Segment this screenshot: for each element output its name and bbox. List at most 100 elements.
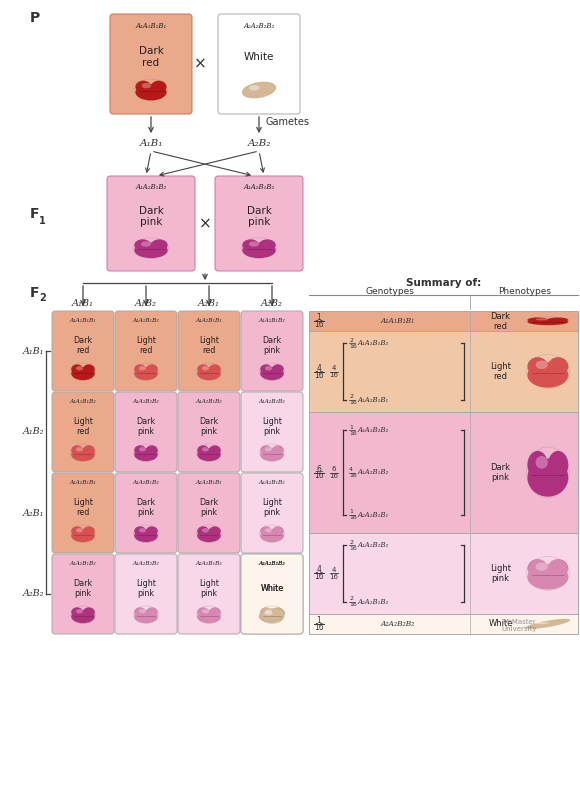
Text: A₁A₁B₁B₂: A₁A₁B₁B₂ [133,318,160,323]
Text: 2: 2 [39,293,46,303]
Text: Dark
pink: Dark pink [139,206,164,227]
Text: Gametes: Gametes [265,117,309,127]
Bar [309,331,578,412]
Text: A₁A₂B₁B₂: A₁A₂B₁B₂ [195,399,222,404]
Ellipse shape [197,610,221,623]
Text: Light
pink: Light pink [262,498,282,517]
Text: A₂B₁: A₂B₁ [198,299,220,309]
Text: Light
red: Light red [73,417,93,436]
Ellipse shape [134,607,146,617]
Ellipse shape [83,526,95,536]
FancyBboxPatch shape [52,473,114,553]
Text: Dark
red: Dark red [74,336,93,355]
Text: 4: 4 [332,365,336,371]
Text: A₁B₁: A₁B₁ [72,299,94,309]
Ellipse shape [134,367,158,380]
Ellipse shape [71,367,95,380]
Ellipse shape [209,446,221,455]
Ellipse shape [265,609,272,614]
Ellipse shape [264,611,273,615]
Text: P: P [30,11,40,25]
Ellipse shape [202,528,209,533]
Text: Dark
pink: Dark pink [200,417,219,436]
Ellipse shape [141,242,151,246]
Ellipse shape [260,367,284,380]
Ellipse shape [139,447,146,451]
Ellipse shape [71,607,83,617]
Text: F: F [30,286,39,300]
Ellipse shape [197,448,221,461]
FancyBboxPatch shape [241,392,303,472]
Text: A₁B₁: A₁B₁ [23,346,44,355]
Text: McMaster
University: McMaster University [501,619,536,633]
Text: A₁A₂B₂B₂: A₁A₂B₂B₂ [358,541,389,549]
FancyBboxPatch shape [52,311,114,391]
Text: Light
pink: Light pink [262,417,282,436]
Ellipse shape [83,446,95,455]
Text: 2: 2 [349,540,353,545]
Text: 2: 2 [349,394,353,399]
Ellipse shape [260,529,284,542]
Text: 16: 16 [314,320,324,329]
Ellipse shape [548,318,568,322]
Text: 16: 16 [349,430,357,436]
Text: A₁A₂B₁B₁: A₁A₂B₁B₁ [70,480,96,485]
Text: A₁A₂B₁B₂: A₁A₂B₁B₂ [135,183,166,191]
Text: A₁A₁B₁B₂: A₁A₁B₁B₂ [358,339,389,347]
Text: 4: 4 [349,467,353,472]
FancyBboxPatch shape [115,473,177,553]
Text: Light
pink: Light pink [490,564,511,583]
Text: Genotypes: Genotypes [365,286,414,295]
Text: Phenotypes: Phenotypes [498,286,550,295]
Text: F: F [30,207,39,222]
Ellipse shape [76,528,83,533]
Ellipse shape [135,242,168,258]
Ellipse shape [525,619,570,629]
Text: A₁A₂B₁B₁: A₁A₂B₁B₁ [358,396,389,404]
Text: White: White [260,584,284,593]
Ellipse shape [249,85,260,90]
Text: A₂A₂B₂B₂: A₂A₂B₂B₂ [259,561,285,566]
Text: A₁A₂B₁B₂: A₁A₂B₁B₂ [244,183,274,191]
Text: A₁A₁B₁B₂: A₁A₁B₁B₂ [70,399,96,404]
Text: A₁A₂B₂B₂: A₁A₂B₂B₂ [259,399,285,404]
FancyBboxPatch shape [241,554,303,634]
Ellipse shape [260,610,284,623]
Text: 16: 16 [314,471,324,481]
Text: A₂A₂B₁B₁: A₂A₂B₁B₁ [358,511,389,519]
Text: 1: 1 [39,215,46,226]
Text: Light
red: Light red [73,498,93,517]
FancyBboxPatch shape [178,554,240,634]
Bar [309,311,578,331]
Ellipse shape [134,610,158,623]
Text: Dark
pink: Dark pink [136,417,155,436]
Ellipse shape [146,526,158,536]
Bar [309,412,578,533]
FancyBboxPatch shape [241,554,303,634]
Ellipse shape [197,367,221,380]
Ellipse shape [146,607,158,617]
Ellipse shape [142,83,151,88]
Text: 6: 6 [317,465,321,474]
Bar [309,614,578,634]
FancyBboxPatch shape [115,311,177,391]
Ellipse shape [76,366,83,370]
Ellipse shape [260,364,272,374]
Ellipse shape [209,607,221,617]
Text: Light
red: Light red [199,336,219,355]
Ellipse shape [265,447,272,451]
Ellipse shape [527,559,548,578]
Text: A₂B₂: A₂B₂ [261,299,283,309]
Text: Light
red: Light red [136,336,156,355]
Text: 1: 1 [317,616,321,625]
FancyBboxPatch shape [110,14,192,114]
Ellipse shape [548,451,568,479]
Text: 16: 16 [329,473,339,479]
Text: A₁A₁B₁B₁: A₁A₁B₁B₁ [70,318,96,323]
Ellipse shape [71,610,95,623]
Ellipse shape [197,364,209,374]
Ellipse shape [197,446,209,455]
Ellipse shape [197,607,209,617]
Ellipse shape [202,609,209,614]
Text: 4: 4 [317,566,321,574]
